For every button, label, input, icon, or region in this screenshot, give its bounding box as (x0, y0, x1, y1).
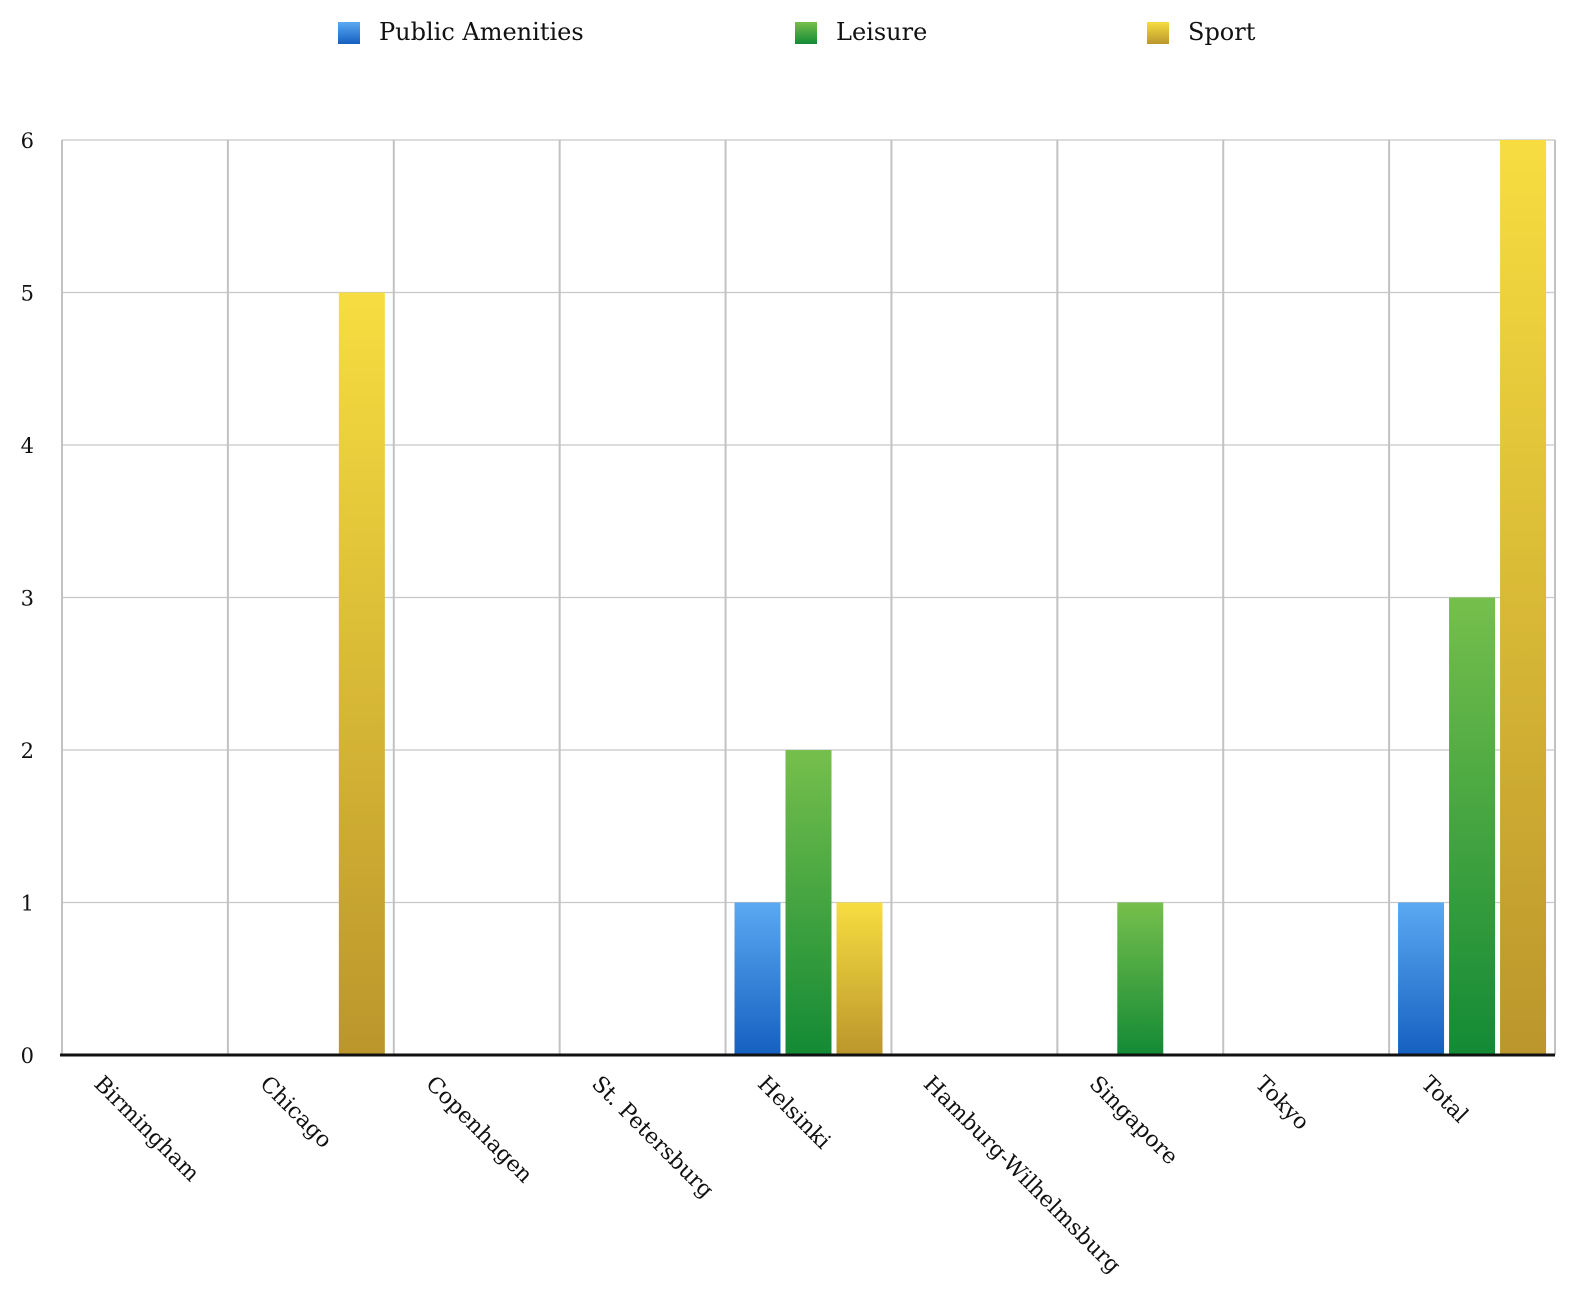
legend-item-leisure: Leisure (795, 18, 927, 46)
category-label-helsinki: Helsinki (752, 1072, 835, 1155)
y-tick-label: 0 (21, 1044, 34, 1068)
y-tick-label: 3 (21, 587, 34, 611)
y-tick-label: 4 (21, 434, 34, 458)
category-label-total: Total (1416, 1072, 1473, 1129)
bars (338, 140, 1547, 1055)
legend-item-public-amenities: Public Amenities (338, 18, 584, 46)
y-tick-label: 2 (21, 739, 34, 763)
legend-label: Leisure (836, 18, 927, 46)
legend-item-sport: Sport (1147, 18, 1256, 46)
bar-public-amenities-helsinki (734, 902, 781, 1055)
legend-swatch (795, 22, 817, 44)
category-label-birmingham: Birmingham (89, 1072, 204, 1187)
legend-label: Sport (1188, 18, 1256, 46)
y-tick-labels: 0 1 2 3 4 5 6 (21, 129, 34, 1068)
bar-sport-helsinki (836, 902, 883, 1055)
grid (61, 139, 1556, 1056)
bar-sport-chicago (338, 292, 385, 1055)
category-label-copenhagen: Copenhagen (420, 1072, 537, 1189)
bar-leisure-helsinki (785, 750, 832, 1055)
category-label-chicago: Chicago (255, 1072, 337, 1154)
legend-swatch (338, 22, 360, 44)
y-tick-label: 6 (21, 129, 34, 153)
y-tick-label: 1 (21, 892, 34, 916)
category-label-hamburg-wilhelmsburg: Hamburg-Wilhelmsburg (918, 1072, 1125, 1279)
legend-label: Public Amenities (379, 18, 584, 46)
legend-swatch (1147, 22, 1169, 44)
category-label-st-petersburg: St. Petersburg (586, 1072, 718, 1204)
bar-sport-total (1500, 140, 1547, 1055)
bar-public-amenities-total (1398, 902, 1445, 1055)
y-tick-label: 5 (21, 282, 34, 306)
legend: Public Amenities Leisure Sport (338, 18, 1256, 46)
category-label-singapore: Singapore (1084, 1072, 1183, 1171)
category-label-tokyo: Tokyo (1250, 1072, 1314, 1136)
bar-leisure-singapore (1117, 902, 1164, 1055)
bar-leisure-total (1449, 597, 1496, 1055)
category-labels: Birmingham Chicago Copenhagen St. Petersbur… (89, 1072, 1473, 1279)
